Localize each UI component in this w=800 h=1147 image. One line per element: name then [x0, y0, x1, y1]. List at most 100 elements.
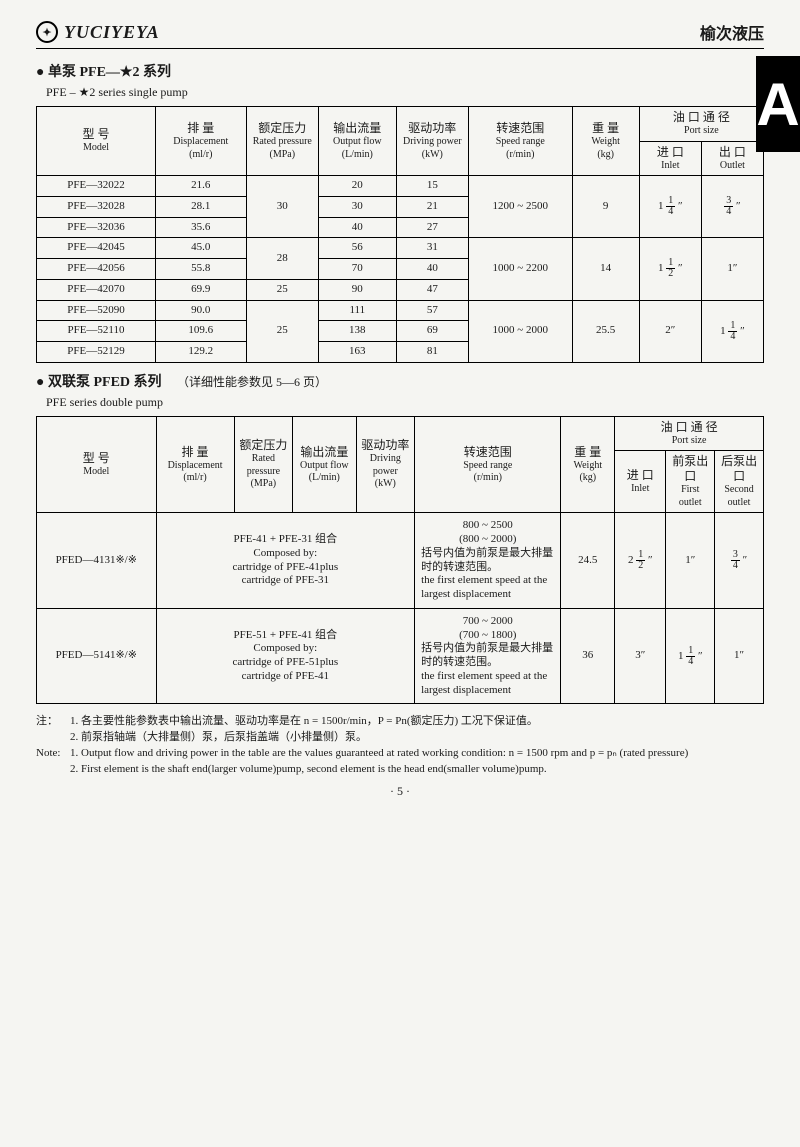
col-weight-en: Weight: [565, 460, 610, 473]
speed-en: the first element speed at the largest d…: [421, 574, 554, 602]
frac-d: 4: [686, 657, 695, 667]
col-port-cn: 油 口 通 径: [644, 110, 759, 125]
col-flow-en: Output flow: [297, 460, 351, 473]
col-inlet-cn: 进 口: [619, 468, 661, 483]
header-right-cn: 榆次液压: [700, 20, 764, 44]
frac-d: 2: [666, 269, 675, 279]
page-number: · 5 ·: [36, 784, 764, 799]
speed-l2: (800 ~ 2000): [421, 533, 554, 547]
col-speed-cn: 转速范围: [473, 121, 567, 136]
double-pump-table: 型 号 Model 排 量 Displacement (ml/r) 额定压力 R…: [36, 416, 764, 705]
cell-model: PFE—32022: [37, 176, 156, 197]
section2-title-text: 双联泵 PFED 系列: [48, 375, 162, 390]
composed-en1: Composed by:: [161, 642, 411, 656]
col-weight-en: Weight: [577, 136, 635, 149]
col-weight-cn: 重 量: [565, 445, 610, 460]
table-row: PFE—32022 21.6 30 20 15 1200 ~ 2500 9 1 …: [37, 176, 764, 197]
col-flow-cn: 输出流量: [297, 445, 351, 460]
col-disp-unit: (ml/r): [161, 472, 230, 485]
composed-en3: cartridge of PFE-31: [161, 574, 411, 588]
cell-power: 69: [396, 321, 468, 342]
cell-power: 81: [396, 342, 468, 363]
cell-speed: 800 ~ 2500 (800 ~ 2000) 括号内值为前泵是最大排量时的转速…: [415, 513, 561, 609]
col-inlet-en: Inlet: [644, 160, 697, 173]
brand-text: YUCIYEYA: [64, 22, 160, 43]
section2-subtitle-en: PFE series double pump: [46, 395, 764, 410]
col-speed-en: Speed range: [473, 136, 567, 149]
cell-power: 47: [396, 279, 468, 300]
col-model-en: Model: [41, 466, 152, 479]
col-outlet-cn: 出 口: [706, 145, 759, 160]
col-disp-en: Displacement: [160, 136, 242, 149]
col-power-cn: 驱动功率: [361, 438, 411, 453]
cell-composed: PFE-51 + PFE-41 组合 Composed by: cartridg…: [156, 608, 415, 704]
cell-disp: 109.6: [156, 321, 247, 342]
single-pump-table: 型 号 Model 排 量 Displacement (ml/r) 额定压力 R…: [36, 106, 764, 363]
cell-weight: 25.5: [572, 300, 639, 362]
col-front-en: First outlet: [670, 484, 710, 509]
cell-disp: 45.0: [156, 238, 247, 259]
cell-pressure: 30: [246, 176, 318, 238]
cell-power: 21: [396, 196, 468, 217]
col-speed-cn: 转速范围: [419, 445, 556, 460]
cell-pressure: 25: [246, 279, 318, 300]
frac-whole: 1: [658, 200, 664, 212]
cell-pressure: 28: [246, 238, 318, 280]
cell-front-outlet: 1″: [666, 513, 715, 609]
cell-composed: PFE-41 + PFE-31 组合 Composed by: cartridg…: [156, 513, 415, 609]
cell-front-outlet: 1 14 ″: [666, 608, 715, 704]
col-press-unit: (MPa): [239, 478, 289, 491]
cell-model: PFE—42070: [37, 279, 156, 300]
cell-model: PFE—52110: [37, 321, 156, 342]
frac-whole: 1: [658, 262, 664, 274]
cell-model: PFE—32028: [37, 196, 156, 217]
cell-disp: 69.9: [156, 279, 247, 300]
cell-model: PFE—42045: [37, 238, 156, 259]
cell-outlet: 1″: [701, 238, 763, 300]
cell-flow: 70: [318, 259, 396, 280]
col-press-en: Rated pressure: [239, 453, 289, 478]
col-disp-en: Displacement: [161, 460, 230, 473]
col-flow-cn: 输出流量: [323, 121, 392, 136]
col-press-cn: 额定压力: [239, 438, 289, 453]
cell-rear-outlet: 1″: [715, 608, 764, 704]
col-weight-cn: 重 量: [577, 121, 635, 136]
composed-cn: PFE-41 + PFE-31 组合: [161, 533, 411, 547]
col-port-cn: 油 口 通 径: [619, 420, 759, 435]
col-flow-unit: (L/min): [323, 149, 392, 162]
frac-n: 1: [686, 646, 695, 657]
frac-d: 4: [724, 207, 733, 217]
col-power-en: Driving power: [361, 453, 411, 478]
speed-l1: 800 ~ 2500: [421, 519, 554, 533]
composed-en2: cartridge of PFE-41plus: [161, 561, 411, 575]
frac-d: 4: [666, 207, 675, 217]
cell-flow: 30: [318, 196, 396, 217]
cell-inlet: 1 14 ″: [639, 176, 701, 238]
notes-cn-2: 2. 前泵指轴端（大排量侧）泵，后泵指盖端（小排量侧）泵。: [70, 730, 367, 746]
cell-model: PFE—52129: [37, 342, 156, 363]
frac-whole: 1: [720, 325, 726, 337]
speed-cn: 括号内值为前泵是最大排量时的转速范围。: [421, 642, 554, 670]
frac-d: 4: [728, 332, 737, 342]
notes-en-1: 1. Output flow and driving power in the …: [70, 746, 688, 762]
col-port-en: Port size: [619, 435, 759, 448]
cell-disp: 55.8: [156, 259, 247, 280]
cell-power: 15: [396, 176, 468, 197]
table-row: PFED—4131※/※ PFE-41 + PFE-31 组合 Composed…: [37, 513, 764, 609]
cell-power: 27: [396, 217, 468, 238]
frac-n: 1: [728, 321, 737, 332]
col-disp-cn: 排 量: [160, 121, 242, 136]
cell-power: 57: [396, 300, 468, 321]
composed-en1: Composed by:: [161, 547, 411, 561]
cell-pressure: 25: [246, 300, 318, 362]
cell-speed: 1200 ~ 2500: [469, 176, 572, 238]
cell-model: PFE—52090: [37, 300, 156, 321]
col-speed-unit: (r/min): [473, 149, 567, 162]
section-tab-a: A: [756, 56, 800, 152]
cell-inlet: 3″: [615, 608, 666, 704]
col-press-cn: 额定压力: [251, 121, 314, 136]
cell-flow: 90: [318, 279, 396, 300]
cell-flow: 20: [318, 176, 396, 197]
col-power-en: Driving power: [401, 136, 464, 149]
cell-disp: 129.2: [156, 342, 247, 363]
